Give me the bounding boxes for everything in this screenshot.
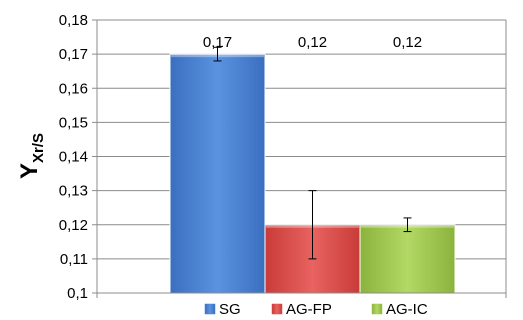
legend-label: SG	[219, 301, 241, 318]
y-tick-label: 0,16	[59, 80, 88, 97]
y-tick-label: 0,1	[67, 285, 88, 302]
y-axis-label: YXr/S	[16, 133, 47, 179]
y-tick-label: 0,13	[59, 183, 88, 200]
bars	[169, 46, 456, 294]
y-tick-label: 0,17	[59, 46, 88, 63]
gridlines	[97, 19, 506, 294]
legend-label: AG-IC	[386, 301, 428, 318]
y-tick-label: 0,12	[59, 217, 88, 234]
bar-sg	[169, 53, 266, 294]
legend-swatch	[204, 303, 216, 315]
axes: 0,1 0,11 0,12 0,13 0,14 0,15 0,16 0,17 0,18 YXr/S	[16, 12, 507, 302]
legend-swatch	[371, 303, 383, 315]
y-tick-label: 0,18	[59, 12, 88, 29]
legend: SG AG-FP AG-IC	[204, 301, 428, 318]
y-tick-label: 0,14	[59, 149, 88, 166]
bar-ag-ic	[359, 224, 456, 294]
legend-label: AG-FP	[286, 301, 332, 318]
y-tick-label: 0,11	[60, 251, 88, 268]
data-label: 0,12	[298, 34, 327, 51]
data-label: 0,17	[203, 34, 232, 51]
legend-swatch	[271, 303, 283, 315]
data-label: 0,12	[393, 34, 422, 51]
data-labels: 0,17 0,12 0,12	[203, 34, 422, 51]
y-tick-label: 0,15	[59, 114, 88, 131]
